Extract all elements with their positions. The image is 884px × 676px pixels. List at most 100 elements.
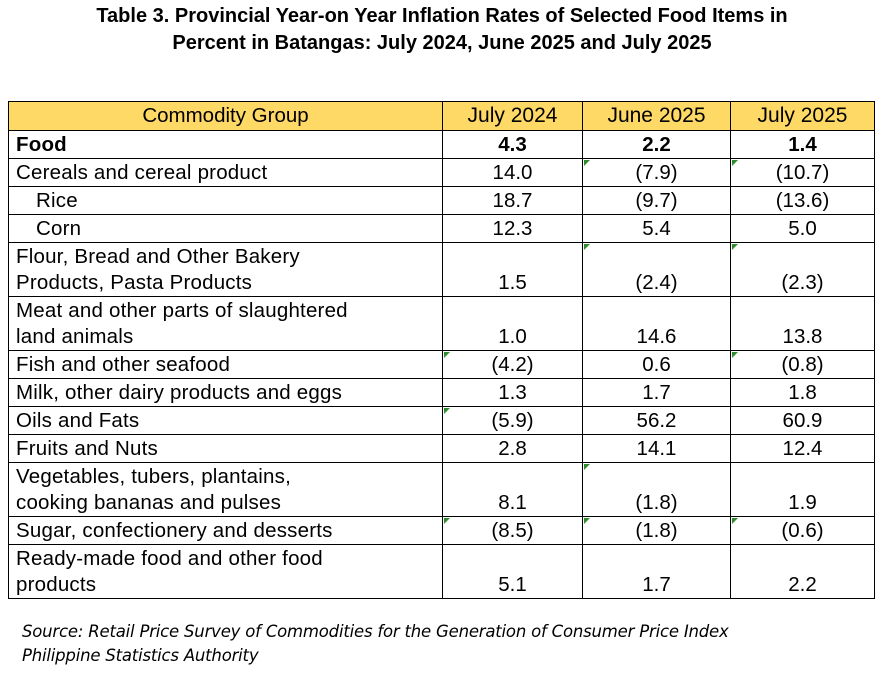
cell-text: (1.8)	[635, 519, 678, 542]
cell-text: (0.8)	[781, 353, 824, 376]
error-indicator-icon	[732, 160, 738, 166]
cell-value: (2.3)	[730, 242, 875, 297]
table-row: Ready-made food and other food products 5…	[8, 544, 875, 599]
cell-value: (4.2)	[442, 350, 583, 379]
cell-value: 2.8	[442, 434, 583, 463]
cell-value: 1.9	[730, 462, 875, 517]
cell-value: 1.4	[730, 130, 875, 159]
table-header-row: Commodity Group July 2024 June 2025 July…	[8, 101, 875, 131]
row-label-line: Ready-made food and other food	[16, 547, 323, 570]
cell-value: (10.7)	[730, 158, 875, 187]
cell-value: 4.3	[442, 130, 583, 159]
cell-value: 5.1	[442, 544, 583, 599]
cell-text: (4.2)	[491, 353, 534, 376]
row-label-line: Flour, Bread and Other Bakery	[16, 245, 300, 268]
error-indicator-icon	[584, 160, 590, 166]
cell-text: (8.5)	[491, 519, 534, 542]
cell-value: 60.9	[730, 406, 875, 435]
table-row: Milk, other dairy products and eggs 1.3 …	[8, 378, 875, 407]
table-row: Corn 12.3 5.4 5.0	[8, 214, 875, 243]
source-note: Source: Retail Price Survey of Commoditi…	[22, 620, 729, 668]
row-label: Sugar, confectionery and desserts	[8, 516, 443, 545]
cell-value: 5.4	[582, 214, 731, 243]
table-row: Fish and other seafood (4.2) 0.6 (0.8)	[8, 350, 875, 379]
cell-value: (1.8)	[582, 462, 731, 517]
row-label-line: cooking bananas and pulses	[16, 491, 282, 514]
row-label: Flour, Bread and Other Bakery Products, P…	[8, 242, 443, 297]
cell-value: 5.0	[730, 214, 875, 243]
cell-value: (7.9)	[582, 158, 731, 187]
cell-value: 14.1	[582, 434, 731, 463]
table-row: Rice 18.7 (9.7) (13.6)	[8, 186, 875, 215]
row-label: Fruits and Nuts	[8, 434, 443, 463]
inflation-table: Commodity Group July 2024 June 2025 July…	[8, 101, 875, 599]
table-row: Sugar, confectionery and desserts (8.5) …	[8, 516, 875, 545]
table-title: Table 3. Provincial Year-on Year Inflati…	[0, 3, 884, 57]
column-header-july-2024: July 2024	[442, 101, 583, 131]
row-label: Oils and Fats	[8, 406, 443, 435]
row-label: Fish and other seafood	[8, 350, 443, 379]
error-indicator-icon	[444, 352, 450, 358]
row-label: Meat and other parts of slaughtered land …	[8, 296, 443, 351]
cell-value: 1.3	[442, 378, 583, 407]
cell-value: 18.7	[442, 186, 583, 215]
error-indicator-icon	[732, 244, 738, 250]
cell-value: (0.6)	[730, 516, 875, 545]
error-indicator-icon	[444, 518, 450, 524]
cell-value: 1.7	[582, 378, 731, 407]
cell-text: (10.7)	[775, 161, 830, 184]
row-label: Corn	[8, 214, 443, 243]
error-indicator-icon	[732, 518, 738, 524]
table-row: Flour, Bread and Other Bakery Products, P…	[8, 242, 875, 297]
cell-text: (5.9)	[491, 409, 534, 432]
table-row: Vegetables, tubers, plantains, cooking ba…	[8, 462, 875, 517]
row-label: Ready-made food and other food products	[8, 544, 443, 599]
row-label-line: Products, Pasta Products	[16, 271, 253, 294]
source-line-1: Source: Retail Price Survey of Commoditi…	[22, 622, 729, 641]
source-line-2: Philippine Statistics Authority	[22, 646, 259, 665]
row-label: Rice	[8, 186, 443, 215]
table-title-line-1: Table 3. Provincial Year-on Year Inflati…	[96, 5, 788, 27]
cell-value: 56.2	[582, 406, 731, 435]
column-header-commodity-group: Commodity Group	[8, 101, 443, 131]
cell-value: 1.8	[730, 378, 875, 407]
table-row: Meat and other parts of slaughtered land …	[8, 296, 875, 351]
column-header-june-2025: June 2025	[582, 101, 731, 131]
error-indicator-icon	[732, 352, 738, 358]
cell-value: 8.1	[442, 462, 583, 517]
cell-text: (0.6)	[781, 519, 824, 542]
cell-value: (13.6)	[730, 186, 875, 215]
error-indicator-icon	[584, 518, 590, 524]
table-row: Oils and Fats (5.9) 56.2 60.9	[8, 406, 875, 435]
row-label: Milk, other dairy products and eggs	[8, 378, 443, 407]
column-header-july-2025: July 2025	[730, 101, 875, 131]
cell-value: 1.0	[442, 296, 583, 351]
cell-value: 13.8	[730, 296, 875, 351]
cell-value: 2.2	[582, 130, 731, 159]
cell-value: 12.4	[730, 434, 875, 463]
cell-value: 1.5	[442, 242, 583, 297]
cell-value: 14.0	[442, 158, 583, 187]
cell-value: 0.6	[582, 350, 731, 379]
cell-value: (9.7)	[582, 186, 731, 215]
row-label: Vegetables, tubers, plantains, cooking ba…	[8, 462, 443, 517]
row-label-food: Food	[8, 130, 443, 159]
cell-value: (1.8)	[582, 516, 731, 545]
row-label-line: Meat and other parts of slaughtered	[16, 299, 348, 322]
table-row: Food 4.3 2.2 1.4	[8, 130, 875, 159]
error-indicator-icon	[584, 244, 590, 250]
cell-text: (1.8)	[635, 491, 678, 514]
row-label-line: products	[16, 573, 97, 596]
cell-value: 2.2	[730, 544, 875, 599]
row-label: Cereals and cereal product	[8, 158, 443, 187]
cell-text: (2.3)	[781, 271, 824, 294]
table-row: Cereals and cereal product 14.0 (7.9) (1…	[8, 158, 875, 187]
cell-value: (5.9)	[442, 406, 583, 435]
cell-value: (2.4)	[582, 242, 731, 297]
cell-text: (7.9)	[635, 161, 678, 184]
cell-value: (8.5)	[442, 516, 583, 545]
cell-value: (0.8)	[730, 350, 875, 379]
table-row: Fruits and Nuts 2.8 14.1 12.4	[8, 434, 875, 463]
table-title-line-2: Percent in Batangas: July 2024, June 202…	[172, 32, 712, 54]
cell-value: 12.3	[442, 214, 583, 243]
